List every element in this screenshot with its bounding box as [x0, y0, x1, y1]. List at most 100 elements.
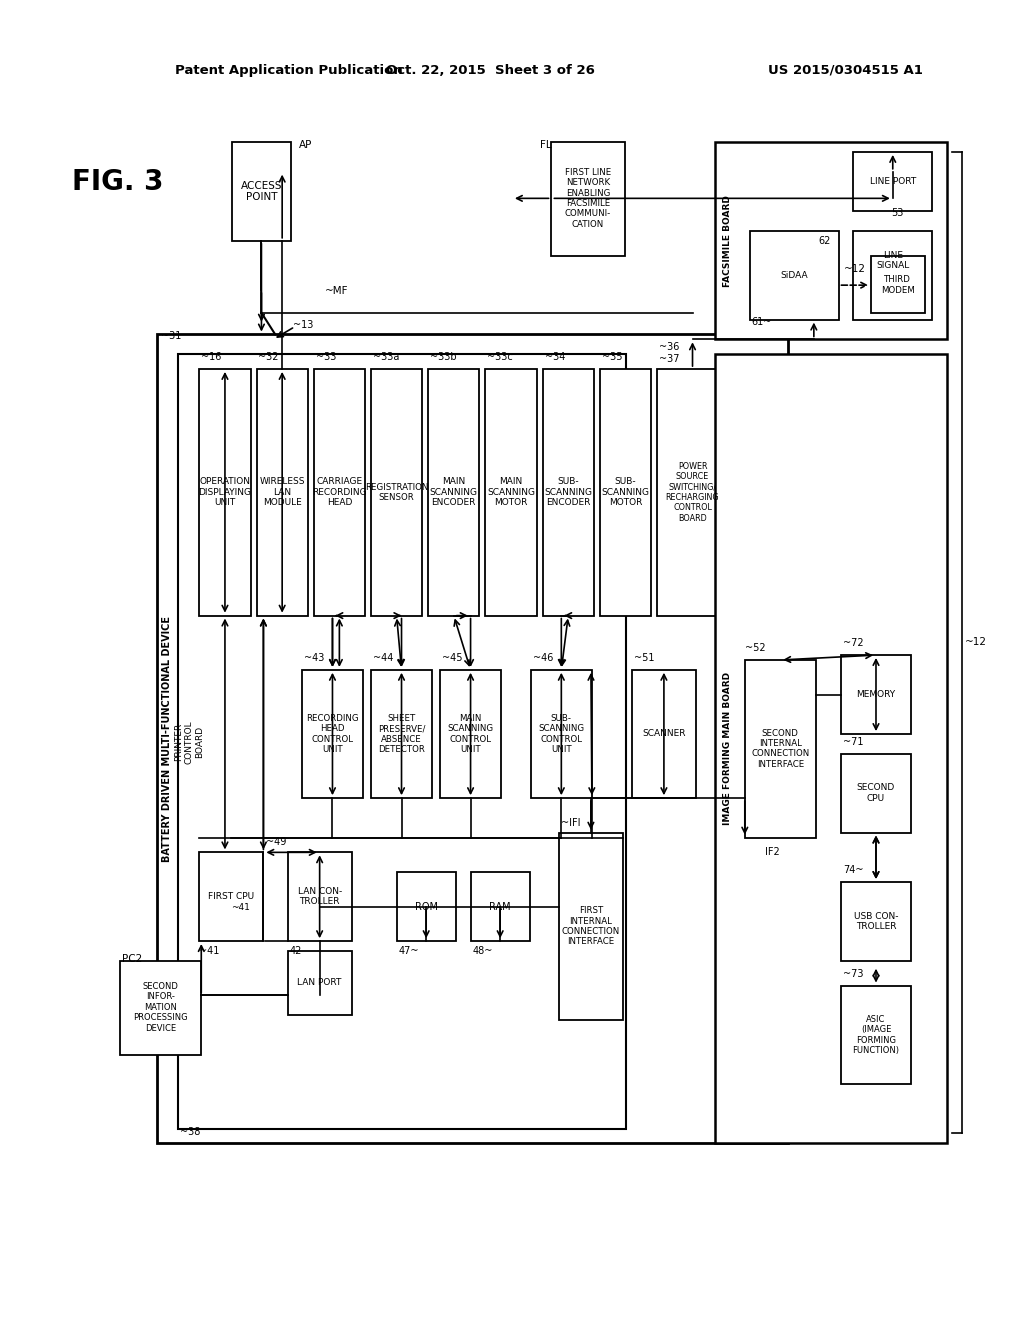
Text: ~72: ~72: [844, 639, 864, 648]
Bar: [750, 231, 839, 319]
Text: CARRIAGE
RECORDING
HEAD: CARRIAGE RECORDING HEAD: [312, 478, 367, 507]
Text: ~33: ~33: [315, 352, 336, 362]
Bar: [177, 354, 627, 1129]
Bar: [371, 669, 432, 799]
Text: ~IFI: ~IFI: [561, 818, 581, 828]
Bar: [633, 669, 696, 799]
Text: SUB-
SCANNING
MOTOR: SUB- SCANNING MOTOR: [601, 478, 649, 507]
Text: LAN CON-
TROLLER: LAN CON- TROLLER: [298, 887, 342, 907]
Text: LAN PORT: LAN PORT: [297, 978, 342, 987]
Bar: [842, 754, 910, 833]
Bar: [200, 853, 263, 941]
Bar: [842, 655, 910, 734]
Text: ~49: ~49: [266, 837, 287, 847]
Text: LINE
SIGNAL: LINE SIGNAL: [877, 251, 909, 271]
Bar: [371, 370, 422, 615]
Text: 47~: 47~: [398, 946, 419, 956]
Bar: [600, 370, 651, 615]
Text: REGISTRATION
SENSOR: REGISTRATION SENSOR: [365, 483, 428, 502]
Text: ~34: ~34: [545, 352, 565, 362]
Text: FIRST CPU: FIRST CPU: [208, 892, 254, 902]
Text: US 2015/0304515 A1: US 2015/0304515 A1: [768, 63, 923, 77]
Text: ~45: ~45: [442, 653, 463, 663]
Bar: [471, 873, 529, 941]
Text: ~38: ~38: [179, 1126, 200, 1137]
Text: RAM: RAM: [489, 902, 511, 912]
Text: ~52: ~52: [744, 643, 765, 653]
Bar: [530, 669, 592, 799]
Text: ~12: ~12: [844, 264, 865, 275]
Bar: [543, 370, 594, 615]
Text: MEMORY: MEMORY: [856, 690, 896, 700]
Text: 48~: 48~: [472, 946, 493, 956]
Text: ~41: ~41: [200, 946, 220, 956]
Bar: [842, 882, 910, 961]
Text: POWER
SOURCE
SWITCHING/
RECHARGING
CONTROL
BOARD: POWER SOURCE SWITCHING/ RECHARGING CONTR…: [666, 462, 719, 523]
Text: MAIN
SCANNING
MOTOR: MAIN SCANNING MOTOR: [487, 478, 535, 507]
Bar: [657, 370, 728, 615]
Bar: [288, 853, 352, 941]
Text: ~46: ~46: [532, 653, 553, 663]
Bar: [853, 231, 932, 319]
Text: 61~: 61~: [752, 317, 772, 326]
Text: USB CON-
TROLLER: USB CON- TROLLER: [854, 912, 898, 931]
Text: 62: 62: [819, 236, 831, 246]
Text: 53: 53: [891, 209, 903, 218]
Text: SUB-
SCANNING
CONTROL
UNIT: SUB- SCANNING CONTROL UNIT: [539, 714, 585, 754]
Bar: [200, 370, 251, 615]
Text: MAIN
SCANNING
CONTROL
UNIT: MAIN SCANNING CONTROL UNIT: [447, 714, 494, 754]
Bar: [313, 370, 365, 615]
Text: WIRELESS
LAN
MODULE: WIRELESS LAN MODULE: [259, 478, 305, 507]
Text: ~MF: ~MF: [325, 286, 348, 296]
Text: SECOND
CPU: SECOND CPU: [857, 784, 895, 803]
Bar: [288, 950, 352, 1015]
Text: SECOND
INTERNAL
CONNECTION
INTERFACE: SECOND INTERNAL CONNECTION INTERFACE: [752, 729, 809, 768]
Text: 74~: 74~: [844, 865, 864, 875]
Text: ~43: ~43: [304, 653, 325, 663]
Text: SiDAA: SiDAA: [780, 271, 808, 280]
Bar: [396, 873, 456, 941]
Bar: [559, 833, 624, 1020]
Text: ACCESS
POINT: ACCESS POINT: [241, 181, 283, 202]
Bar: [257, 370, 308, 615]
Text: PC2: PC2: [122, 954, 142, 964]
Text: LINE PORT: LINE PORT: [869, 177, 915, 186]
Text: SUB-
SCANNING
ENCODER: SUB- SCANNING ENCODER: [544, 478, 592, 507]
Text: Patent Application Publication: Patent Application Publication: [175, 63, 402, 77]
Bar: [715, 354, 947, 1143]
Text: ~41: ~41: [230, 903, 250, 912]
Text: PRINTER
CONTROL
BOARD: PRINTER CONTROL BOARD: [174, 721, 205, 764]
Text: FACSIMILE BOARD: FACSIMILE BOARD: [723, 195, 731, 286]
Text: FIRST LINE
NETWORK
ENABLING
FACSIMILE
COMMUNI-
CATION: FIRST LINE NETWORK ENABLING FACSIMILE CO…: [565, 168, 611, 228]
Text: THIRD
MODEM: THIRD MODEM: [881, 276, 914, 294]
Bar: [440, 669, 501, 799]
Text: IF2: IF2: [765, 847, 779, 858]
Text: FL: FL: [540, 140, 552, 150]
Text: 42: 42: [290, 946, 302, 956]
Text: MAIN
SCANNING
ENCODER: MAIN SCANNING ENCODER: [430, 478, 478, 507]
Bar: [231, 143, 291, 240]
Text: ~16: ~16: [202, 352, 221, 362]
Text: ~33b: ~33b: [430, 352, 457, 362]
Text: ~44: ~44: [373, 653, 393, 663]
Text: SHEET
PRESERVE/
ABSENCE
DETECTOR: SHEET PRESERVE/ ABSENCE DETECTOR: [378, 714, 425, 754]
Bar: [428, 370, 479, 615]
Bar: [121, 961, 202, 1055]
Text: ~32: ~32: [258, 352, 279, 362]
Text: ASIC
(IMAGE
FORMING
FUNCTION): ASIC (IMAGE FORMING FUNCTION): [853, 1015, 899, 1055]
Text: ~35: ~35: [602, 352, 623, 362]
Text: ~31: ~31: [161, 331, 181, 342]
Text: SCANNER: SCANNER: [642, 730, 686, 738]
Text: IMAGE FORMING MAIN BOARD: IMAGE FORMING MAIN BOARD: [723, 672, 731, 825]
Bar: [302, 669, 364, 799]
Text: SECOND
INFOR-
MATION
PROCESSING
DEVICE: SECOND INFOR- MATION PROCESSING DEVICE: [133, 982, 188, 1032]
Text: OPERATION
DISPLAYING
UNIT: OPERATION DISPLAYING UNIT: [199, 478, 252, 507]
Text: Oct. 22, 2015  Sheet 3 of 26: Oct. 22, 2015 Sheet 3 of 26: [386, 63, 595, 77]
Text: ~73: ~73: [844, 969, 864, 978]
Text: AP: AP: [299, 140, 312, 150]
Bar: [842, 986, 910, 1084]
Bar: [485, 370, 537, 615]
Text: ~36: ~36: [659, 342, 679, 352]
Text: ~51: ~51: [634, 653, 654, 663]
Text: ~33c: ~33c: [487, 352, 513, 362]
